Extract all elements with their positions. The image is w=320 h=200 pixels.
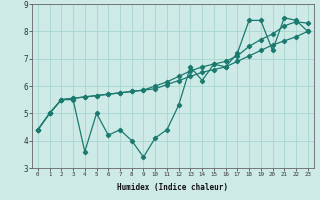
- X-axis label: Humidex (Indice chaleur): Humidex (Indice chaleur): [117, 183, 228, 192]
